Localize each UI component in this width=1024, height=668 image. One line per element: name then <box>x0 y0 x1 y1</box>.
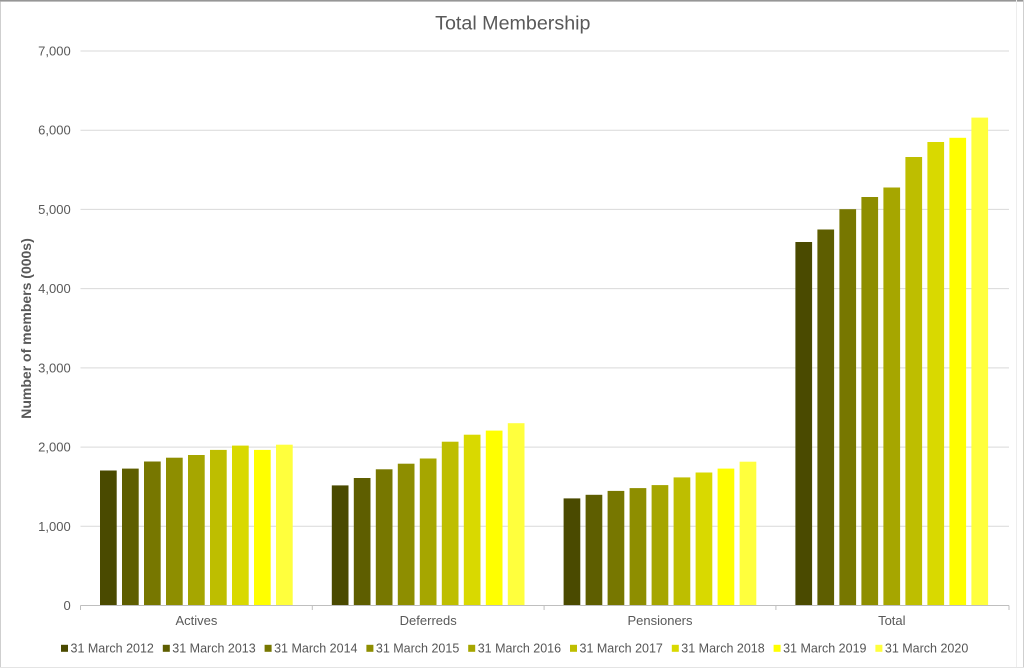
svg-text:Pensioners: Pensioners <box>627 613 693 628</box>
svg-text:Number of members (000s): Number of members (000s) <box>18 238 34 419</box>
svg-text:6,000: 6,000 <box>38 123 71 138</box>
svg-text:31 March 2020: 31 March 2020 <box>885 641 968 655</box>
svg-text:1,000: 1,000 <box>38 519 71 534</box>
svg-text:31 March 2016: 31 March 2016 <box>478 641 561 655</box>
svg-text:31 March 2012: 31 March 2012 <box>71 641 154 655</box>
svg-text:31 March 2017: 31 March 2017 <box>580 641 663 655</box>
svg-text:31 March 2019: 31 March 2019 <box>783 641 866 655</box>
svg-text:7,000: 7,000 <box>38 44 71 59</box>
svg-text:2,000: 2,000 <box>38 440 71 455</box>
svg-text:Total: Total <box>878 613 906 628</box>
svg-text:0: 0 <box>63 598 70 613</box>
svg-text:31 March 2013: 31 March 2013 <box>172 641 255 655</box>
svg-text:Deferreds: Deferreds <box>400 613 458 628</box>
svg-text:31 March 2014: 31 March 2014 <box>274 641 357 655</box>
svg-text:Total Membership: Total Membership <box>435 13 590 35</box>
svg-text:31 March 2015: 31 March 2015 <box>376 641 459 655</box>
svg-text:4,000: 4,000 <box>38 281 71 296</box>
svg-text:3,000: 3,000 <box>38 360 71 375</box>
svg-text:31 March 2018: 31 March 2018 <box>681 641 764 655</box>
svg-text:5,000: 5,000 <box>38 202 71 217</box>
svg-text:Actives: Actives <box>175 613 217 628</box>
